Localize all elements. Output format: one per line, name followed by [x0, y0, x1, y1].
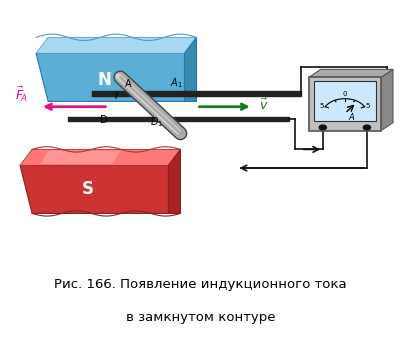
Polygon shape: [20, 166, 180, 213]
Text: $\vec{F}_{\!A}$: $\vec{F}_{\!A}$: [15, 85, 29, 104]
Polygon shape: [36, 53, 196, 101]
Polygon shape: [40, 151, 120, 164]
Text: $A_1$: $A_1$: [170, 77, 183, 91]
Text: $\vec{v}$: $\vec{v}$: [259, 98, 268, 113]
Polygon shape: [36, 37, 196, 53]
Text: 5: 5: [320, 103, 324, 108]
Text: N: N: [97, 71, 111, 89]
Text: 5: 5: [365, 103, 370, 108]
Circle shape: [363, 125, 371, 130]
Text: $l$: $l$: [114, 89, 119, 101]
Text: 0: 0: [342, 91, 347, 97]
FancyBboxPatch shape: [309, 77, 381, 131]
Polygon shape: [381, 69, 393, 131]
Text: Рис. 166. Появление индукционного тока: Рис. 166. Появление индукционного тока: [54, 278, 347, 291]
Text: $D_1$: $D_1$: [150, 115, 163, 129]
Text: D: D: [100, 115, 108, 125]
Text: S: S: [82, 180, 94, 198]
Polygon shape: [309, 69, 393, 77]
Text: в замкнутом контуре: в замкнутом контуре: [126, 311, 275, 324]
Polygon shape: [20, 149, 180, 166]
Polygon shape: [184, 37, 196, 101]
Text: A: A: [125, 79, 132, 89]
Polygon shape: [168, 149, 180, 213]
Circle shape: [319, 125, 326, 130]
FancyBboxPatch shape: [314, 81, 376, 121]
Text: A: A: [348, 113, 354, 121]
FancyBboxPatch shape: [0, 0, 401, 269]
